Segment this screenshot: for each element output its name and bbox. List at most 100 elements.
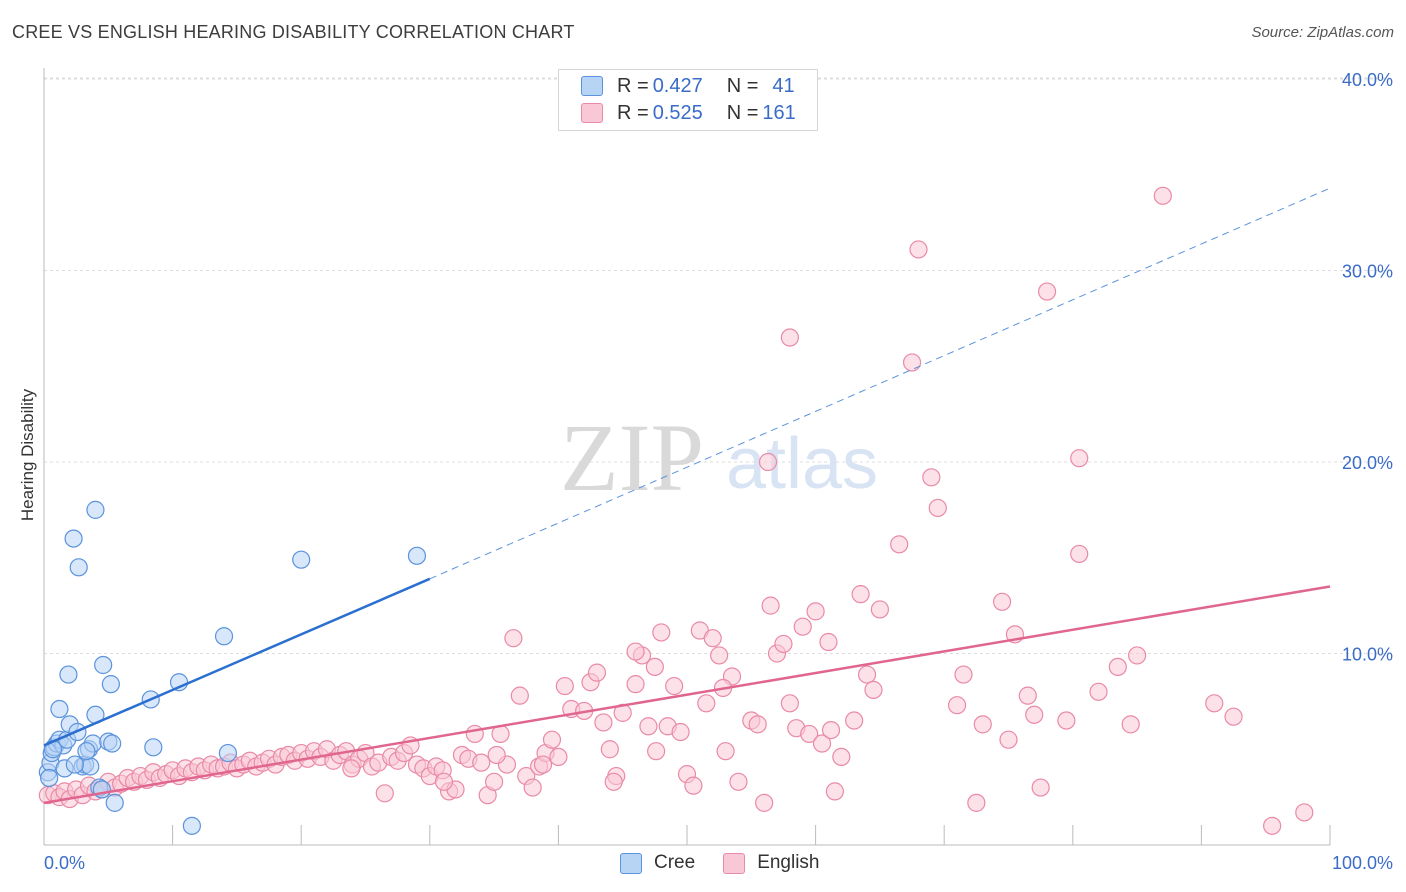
cree-r-value: 0.427 [652,74,703,97]
english-point-139 [1018,686,1037,705]
english-point-112 [774,634,793,654]
legend-cree-swatch [620,852,642,874]
english-point-94 [652,623,671,642]
watermark: ZIP atlas [560,404,878,511]
cree-point-17 [81,757,100,776]
english-point-159 [604,772,623,791]
gridlines [44,77,1392,654]
x-tick-label-0: 0.0% [44,853,85,873]
english-point-121 [832,747,851,767]
english-point-119 [819,632,838,652]
english-series [38,186,1314,835]
english-point-130 [922,468,941,487]
english-point-74 [510,686,529,705]
series-legend: Cree English [620,852,848,874]
y-tick-label-20: 20.0% [1342,453,1393,473]
english-point-147 [1108,657,1127,677]
english-point-145 [1070,449,1089,468]
english-point-132 [947,696,967,715]
english-point-142 [1037,282,1057,301]
cree-point-11 [64,529,83,548]
cree-point-39 [65,755,84,774]
english-point-134 [967,793,986,812]
english-point-143 [1057,711,1076,730]
cree-point-32 [214,627,234,646]
english-point-79 [542,730,562,749]
english-point-120 [825,782,844,801]
english-point-87 [600,740,619,759]
y-tick-label-10: 10.0% [1342,645,1393,665]
english-point-154 [1295,803,1314,822]
english-point-133 [954,665,973,684]
cree-r-label: R = [617,74,649,97]
english-point-116 [800,724,819,744]
english-point-124 [857,665,877,684]
english-point-156 [758,452,778,472]
english-point-108 [748,715,767,734]
english-point-90 [626,675,645,694]
correlation-legend: R = 0.427 N = 41 R = 0.525 N = 161 [558,69,818,131]
cree-point-23 [94,655,113,675]
english-point-127 [890,535,909,554]
legend-item-english: English [723,852,820,874]
english-point-106 [729,772,748,791]
english-point-96 [665,676,684,696]
english-point-140 [1025,705,1044,724]
english-point-97 [671,722,690,742]
english-point-76 [523,778,542,797]
cree-point-22 [92,780,111,799]
english-point-110 [761,596,780,615]
cree-point-35 [407,546,427,565]
english-point-137 [999,730,1018,749]
cree-trend-line [43,577,431,747]
english-point-101 [697,694,716,713]
english-point-153 [1263,816,1282,835]
y-tick-label-40: 40.0% [1342,70,1393,90]
english-point-149 [1127,646,1147,665]
cree-point-27 [105,793,124,812]
english-point-53 [375,784,394,803]
english-point-103 [710,646,729,665]
english-point-163 [342,759,361,778]
legend-row-english: R = 0.525 N = 161 [581,101,796,125]
english-point-150 [1153,186,1172,205]
english-point-73 [504,629,523,648]
english-n-value: 161 [762,101,796,124]
english-r-value: 0.525 [652,101,703,124]
watermark-atlas: atlas [726,424,878,504]
english-point-68 [472,753,491,772]
source-label: Source: ZipAtlas.com [1251,24,1394,41]
english-point-160 [647,742,666,761]
cree-series [38,500,427,835]
tick-labels: 10.0% 20.0% 30.0% 40.0% 0.0% 100.0% [44,70,1393,873]
english-point-102 [703,629,722,648]
english-point-164 [434,772,454,791]
english-point-80 [549,747,568,767]
x-tick-label-100: 100.0% [1332,853,1393,873]
y-tick-label-30: 30.0% [1342,262,1393,282]
english-point-129 [909,240,928,259]
english-point-113 [780,694,799,713]
english-point-125 [864,680,883,699]
cree-n-label: N = [726,74,759,97]
cree-point-31 [182,816,201,835]
english-point-162 [821,720,841,740]
english-point-136 [992,592,1012,611]
english-point-151 [1205,694,1224,713]
english-point-122 [845,711,864,730]
cree-point-25 [101,675,120,694]
cree-point-13 [69,558,88,577]
english-point-158 [487,745,506,765]
english-point-123 [851,585,870,604]
cree-point-26 [103,734,122,753]
cree-point-20 [86,500,105,519]
english-trend-line [43,585,1331,805]
watermark-zip: ZIP [560,404,704,511]
english-point-92 [639,717,658,736]
cree-point-33 [218,743,237,763]
cree-point-34 [292,550,311,569]
cree-point-9 [59,665,78,684]
english-swatch [581,103,603,123]
axes [43,68,1331,846]
